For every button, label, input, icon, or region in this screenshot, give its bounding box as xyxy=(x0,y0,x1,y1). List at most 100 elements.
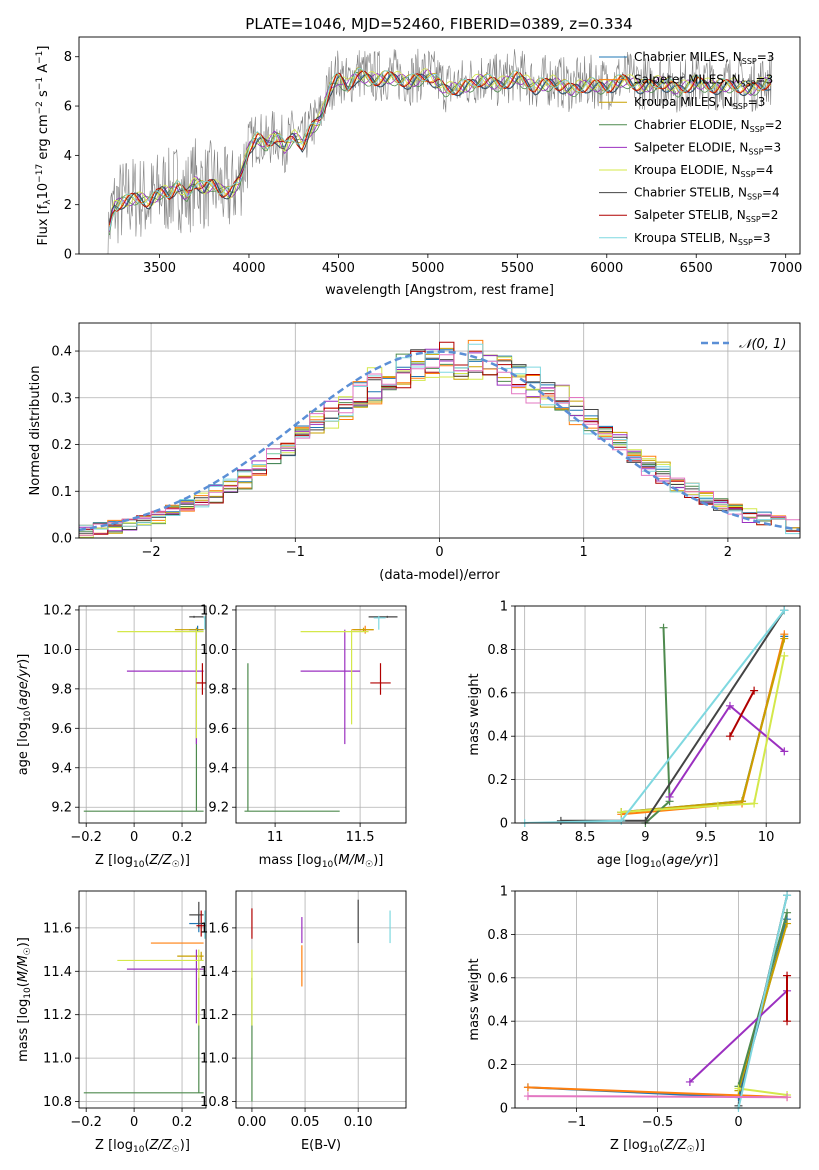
legend-entry: 𝒩(0, 1) xyxy=(739,337,786,352)
x-tick-label: 0.05 xyxy=(291,1115,320,1130)
label-part: ( xyxy=(16,706,31,711)
y-tick-label: 9.8 xyxy=(51,682,72,697)
weight-point-marker xyxy=(734,1084,743,1093)
legend-suffix: =3 xyxy=(763,140,781,154)
weight-point-marker xyxy=(617,816,626,825)
model-spectrum-line xyxy=(109,68,772,226)
y-tick-label: 10.0 xyxy=(200,643,229,658)
y-axis-label: mass weight xyxy=(467,673,482,755)
y-tick-label: 0 xyxy=(500,1102,508,1117)
legend-suffix: =3 xyxy=(756,73,774,87)
axes-frame xyxy=(78,890,207,1109)
x-axis-label: Z [log10(Z/Z☉)] xyxy=(610,1138,705,1155)
legend-text: Salpeter MILES, N xyxy=(634,73,741,87)
weight-point-marker xyxy=(617,808,626,817)
x-axis-label: (data-model)/error xyxy=(379,568,500,583)
y-tick-label: 2 xyxy=(64,198,72,213)
x-tick-label: 0 xyxy=(130,1115,138,1130)
weight-line xyxy=(689,990,788,1083)
label-part: ] xyxy=(36,46,51,51)
y-tick-label: 0.4 xyxy=(51,345,72,360)
weight-line xyxy=(729,690,755,737)
y-tick-label: 11.2 xyxy=(200,1008,229,1023)
weight-point-marker xyxy=(713,801,722,810)
label-part: −1 xyxy=(35,77,45,90)
x-axis-label: age [log10(age/yr)] xyxy=(597,853,719,870)
label-part: λ xyxy=(43,199,53,205)
label-part: ( xyxy=(144,853,149,868)
label-part: ☉ xyxy=(687,1145,695,1155)
y-tick-label: 0.4 xyxy=(487,1015,508,1030)
panel-residuals: −2 −1 0 1 2 0.0 0.1 0.2 0.3 0.4 𝒩(0, 1) (data-model… xyxy=(28,322,801,583)
weight-line xyxy=(527,1086,788,1099)
weight-line xyxy=(668,704,785,798)
legend-sub: SSP xyxy=(738,238,753,247)
legend-entry: Salpeter MILES, NSSP=3 xyxy=(634,73,773,89)
legend-entry: Kroupa ELODIE, NSSP=4 xyxy=(634,163,773,179)
legend-text: Chabrier STELIB, N xyxy=(634,186,747,200)
x-axis-label: mass [log10(M/M☉)] xyxy=(259,853,384,870)
legend-entry: Chabrier STELIB, NSSP=4 xyxy=(634,186,780,202)
x-tick-label: −0.2 xyxy=(70,1115,102,1130)
weight-line xyxy=(527,1095,788,1099)
axes-frame xyxy=(78,605,207,824)
x-tick-label: 10 xyxy=(758,830,775,845)
weight-point-marker xyxy=(783,908,792,917)
y-tick-label: 9.4 xyxy=(51,761,72,776)
x-axis-label: Z [log10(Z/Z☉)] xyxy=(95,1138,190,1155)
model-spectrum-line xyxy=(109,72,771,223)
axes-frame xyxy=(78,322,801,539)
normal-curve-line xyxy=(78,350,801,532)
legend-entry: Chabrier ELODIE, NSSP=2 xyxy=(634,118,782,134)
label-part: −2 xyxy=(35,101,45,114)
x-tick-label: 0.00 xyxy=(237,1115,266,1130)
label-part: )] xyxy=(16,937,31,947)
y-tick-label: 0.2 xyxy=(487,773,508,788)
label-part: Z/Z xyxy=(149,1138,173,1153)
model-spectrum-line xyxy=(109,67,772,231)
label-part: Z [log xyxy=(95,853,133,868)
weight-line xyxy=(737,923,788,1091)
y-tick-label: 0 xyxy=(64,248,72,263)
y-axis-label: Flux [fλ10−17 erg cm−2 s−1 A−1] xyxy=(35,46,53,246)
weight-point-marker xyxy=(783,971,792,980)
label-part: A xyxy=(36,64,51,77)
weight-point-marker xyxy=(523,1092,532,1101)
label-part: ( xyxy=(16,982,31,987)
weight-line xyxy=(738,1087,788,1096)
legend-suffix: =3 xyxy=(757,50,775,64)
label-part: M/M xyxy=(338,853,365,868)
y-tick-label: 6 xyxy=(64,100,72,115)
y-tick-label: 0.2 xyxy=(51,438,72,453)
y-tick-label: 10.2 xyxy=(200,603,229,618)
label-part: −17 xyxy=(35,164,45,183)
weight-point-marker xyxy=(750,799,759,808)
label-part: 10 xyxy=(23,987,33,999)
panel-z_vs_age: −0.2 0 0.29.29.49.69.810.010.2Z [log10(Z/Z… xyxy=(16,603,207,870)
label-part: 10 xyxy=(36,183,51,200)
y-tick-label: 11.2 xyxy=(43,1008,72,1023)
legend-sub: SSP xyxy=(741,80,756,89)
y-tick-label: 0.2 xyxy=(487,1058,508,1073)
label-part: ☉ xyxy=(365,860,373,870)
x-axis-label: E(B-V) xyxy=(301,1138,341,1153)
label-part: )] xyxy=(180,1138,190,1153)
label-part: )] xyxy=(708,853,718,868)
y-tick-label: 10.8 xyxy=(43,1095,72,1110)
weight-point-marker xyxy=(780,634,789,643)
legend-suffix: =3 xyxy=(748,95,766,109)
label-part: 10 xyxy=(133,860,145,870)
x-tick-label: 0.2 xyxy=(172,830,193,845)
x-tick-label: 1 xyxy=(580,545,588,560)
y-tick-label: 0.8 xyxy=(487,643,508,658)
label-part: mass [log xyxy=(259,853,322,868)
label-part: mass [log xyxy=(16,999,31,1062)
x-tick-label: 0 xyxy=(734,1115,742,1130)
y-axis-label: Normed distribution xyxy=(28,366,43,496)
y-tick-label: 0.8 xyxy=(487,928,508,943)
x-tick-label: 11 xyxy=(267,830,284,845)
x-tick-label: −0.2 xyxy=(70,830,102,845)
legend-suffix: =2 xyxy=(765,118,783,132)
label-part: 10 xyxy=(650,860,662,870)
